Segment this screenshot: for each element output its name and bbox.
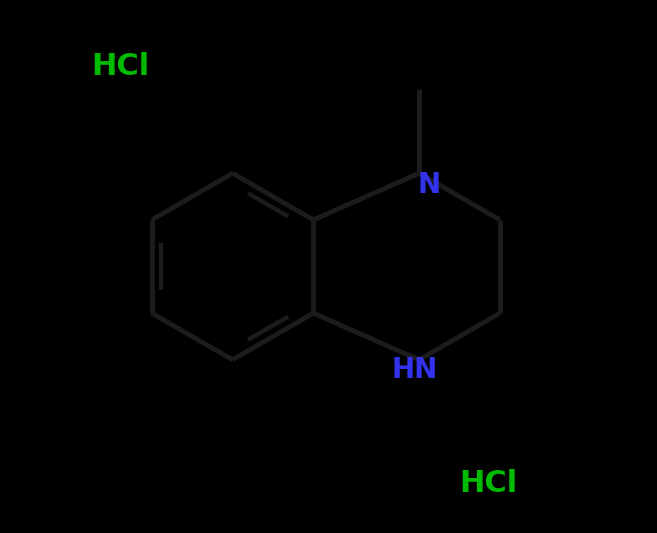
Text: N: N bbox=[417, 171, 440, 199]
Text: HCl: HCl bbox=[91, 52, 150, 81]
Text: HN: HN bbox=[392, 357, 438, 384]
Text: HCl: HCl bbox=[459, 469, 517, 498]
